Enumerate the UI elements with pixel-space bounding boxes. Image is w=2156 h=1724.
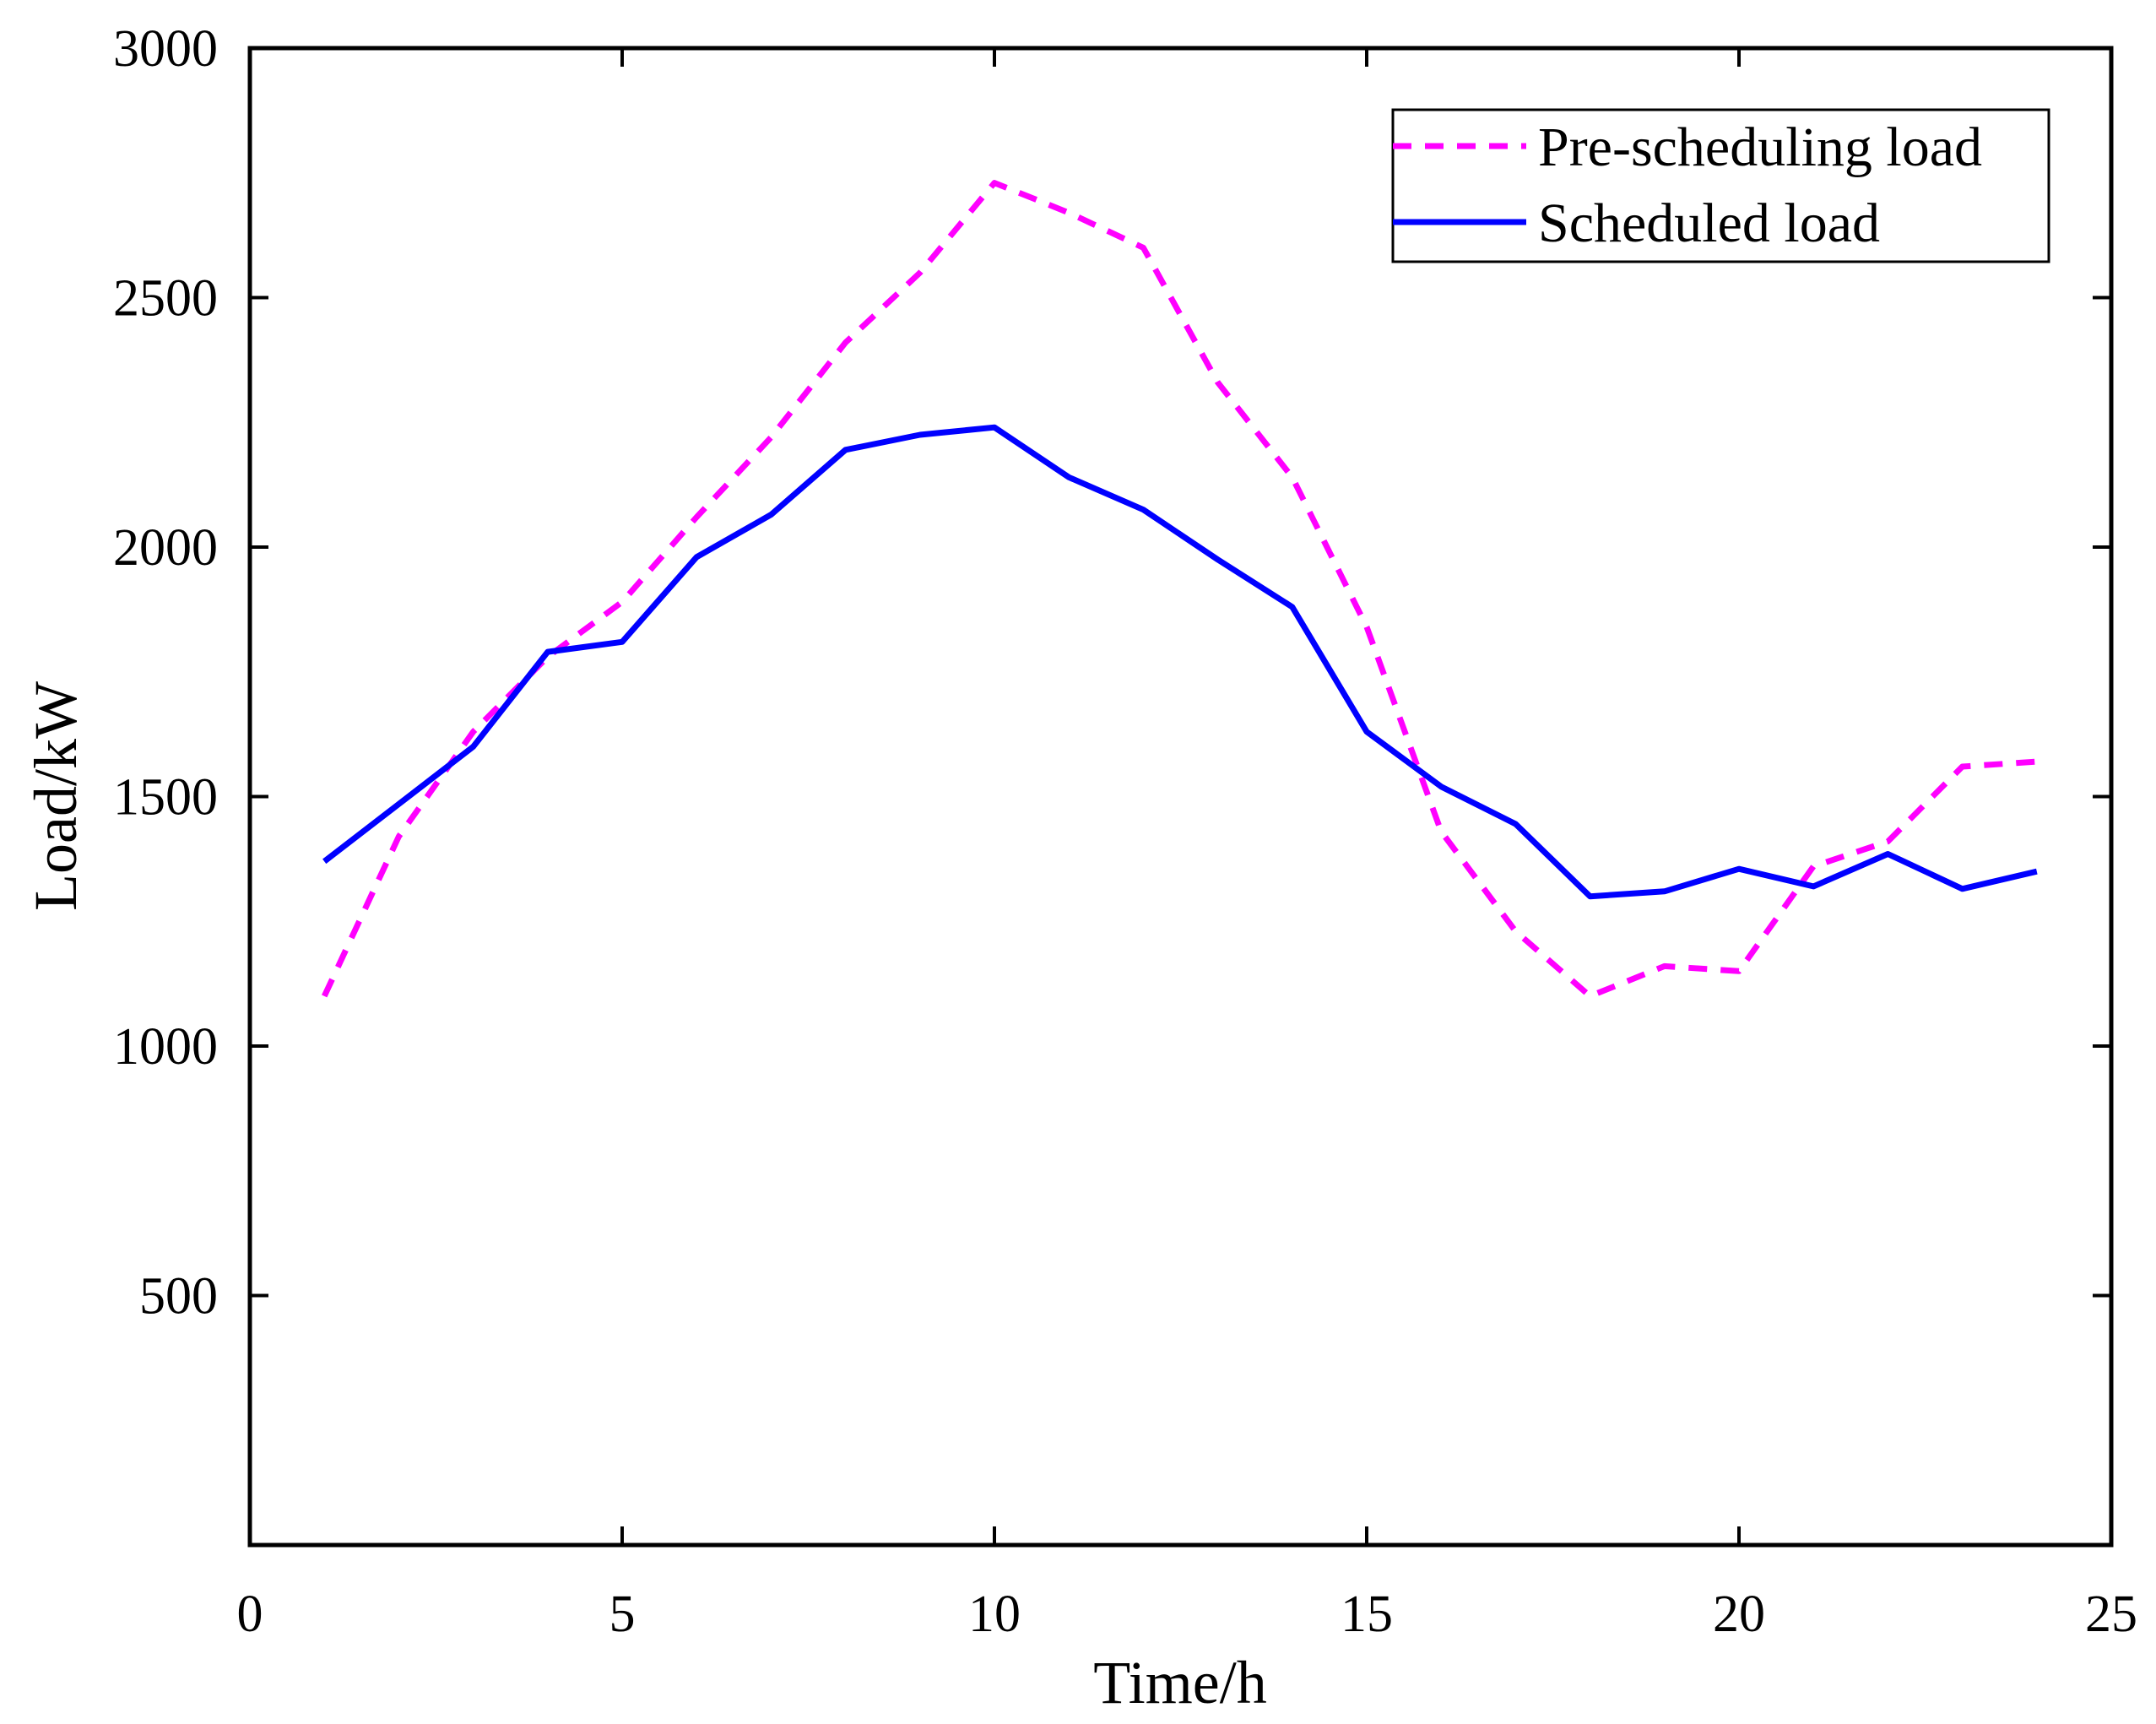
data-point-pre-scheduling-load xyxy=(2034,759,2040,764)
data-point-scheduled-load xyxy=(1513,821,1518,827)
data-point-scheduled-load xyxy=(396,801,401,806)
data-point-scheduled-load xyxy=(694,555,699,560)
data-point-scheduled-load xyxy=(1736,866,1742,871)
data-point-scheduled-load xyxy=(1290,604,1295,610)
data-point-pre-scheduling-load xyxy=(1588,994,1593,999)
ticks-layer: 0 5 10 15 20 25 500 1000 1500 2000 2500 3000 xyxy=(113,20,2137,1643)
data-point-scheduled-load xyxy=(545,649,550,654)
x-axis-title: Time/h xyxy=(1093,1649,1266,1716)
series-line-pre-scheduling-load xyxy=(322,180,2038,1000)
data-point-pre-scheduling-load xyxy=(322,994,327,999)
data-point-scheduled-load xyxy=(768,512,773,518)
data-point-pre-scheduling-load xyxy=(1140,245,1146,250)
data-point-scheduled-load xyxy=(1216,557,1221,562)
x-tick-label: 5 xyxy=(609,1586,636,1643)
data-point-scheduled-load xyxy=(2034,869,2040,874)
x-tick-label: 10 xyxy=(968,1586,1021,1643)
data-point-scheduled-load xyxy=(322,859,327,864)
data-point-pre-scheduling-load xyxy=(1290,474,1295,480)
data-point-scheduled-load xyxy=(471,744,476,749)
data-point-scheduled-load xyxy=(992,425,997,430)
data-point-pre-scheduling-load xyxy=(1960,764,1965,769)
data-point-pre-scheduling-load xyxy=(1513,929,1518,934)
data-point-pre-scheduling-load xyxy=(918,270,923,275)
x-tick-label: 25 xyxy=(2085,1586,2137,1643)
data-point-scheduled-load xyxy=(1811,884,1816,889)
data-point-pre-scheduling-load xyxy=(694,515,699,520)
legend-label-scheduled: Scheduled load xyxy=(1538,192,1880,254)
data-point-pre-scheduling-load xyxy=(471,729,476,735)
data-point-scheduled-load xyxy=(1662,889,1667,894)
plot-area-frame xyxy=(247,46,2114,1548)
y-tick-label: 1000 xyxy=(113,1018,218,1076)
x-tick-label: 15 xyxy=(1341,1586,1393,1643)
data-point-scheduled-load xyxy=(1588,894,1593,899)
data-point-scheduled-load xyxy=(1960,886,1965,892)
y-tick-label: 3000 xyxy=(113,20,218,78)
legend-label-pre-scheduling: Pre-scheduling load xyxy=(1538,117,1982,178)
data-point-scheduled-load xyxy=(1140,507,1146,512)
data-point-pre-scheduling-load xyxy=(1066,210,1071,215)
data-point-pre-scheduling-load xyxy=(1364,625,1369,630)
x-tick-label: 0 xyxy=(237,1586,263,1643)
legend-box xyxy=(1391,108,2050,263)
y-axis-title: Load/kW xyxy=(22,681,89,911)
y-tick-label: 2000 xyxy=(113,519,218,577)
data-point-scheduled-load xyxy=(843,447,848,453)
data-point-pre-scheduling-load xyxy=(396,834,401,839)
legend: Pre-scheduling load Scheduled load xyxy=(1391,108,2050,263)
data-point-pre-scheduling-load xyxy=(1736,968,1742,973)
data-point-pre-scheduling-load xyxy=(768,435,773,440)
y-tick-label: 500 xyxy=(139,1268,218,1326)
data-point-pre-scheduling-load xyxy=(1811,864,1816,869)
data-point-scheduled-load xyxy=(918,432,923,437)
data-point-pre-scheduling-load xyxy=(1438,829,1444,834)
y-tick-label: 2500 xyxy=(113,270,218,328)
data-point-pre-scheduling-load xyxy=(620,599,625,604)
data-point-scheduled-load xyxy=(1066,474,1071,480)
data-point-pre-scheduling-load xyxy=(1885,839,1890,844)
series-line-scheduled-load xyxy=(322,424,2038,900)
data-point-scheduled-load xyxy=(1364,729,1369,735)
data-point-pre-scheduling-load xyxy=(992,181,997,186)
x-tick-label: 20 xyxy=(1713,1586,1765,1643)
data-point-pre-scheduling-load xyxy=(1216,380,1221,385)
data-point-pre-scheduling-load xyxy=(843,340,848,345)
series-layer xyxy=(322,180,2040,1000)
y-tick-label: 1500 xyxy=(113,769,218,827)
data-point-pre-scheduling-load xyxy=(1662,963,1667,968)
data-point-scheduled-load xyxy=(1438,784,1444,789)
data-point-scheduled-load xyxy=(1885,851,1890,856)
data-point-scheduled-load xyxy=(620,639,625,644)
